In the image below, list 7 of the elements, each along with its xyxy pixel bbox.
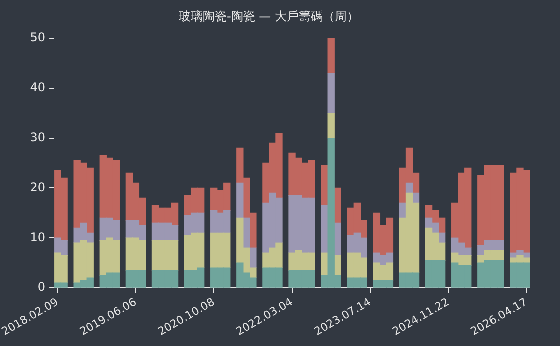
- y-tick-label: 30: [30, 130, 46, 144]
- y-tick-label: 40: [30, 80, 46, 94]
- y-tick-label: 20: [30, 180, 46, 194]
- y-tick-label: 0: [38, 280, 46, 294]
- y-tick-label: 50: [30, 30, 46, 45]
- y-tick-label: 10: [30, 230, 46, 244]
- chart-title: 玻璃陶瓷-陶瓷 — 大戶籌碼（周）: [179, 9, 359, 24]
